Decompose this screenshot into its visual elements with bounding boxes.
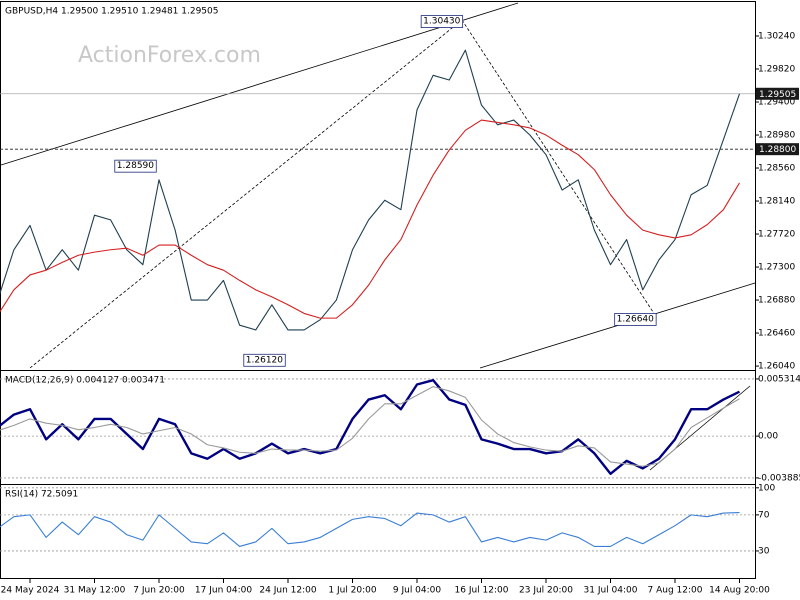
y-tick-label: 70 (758, 510, 770, 520)
series-line (0, 512, 740, 547)
level-label-box (756, 143, 799, 156)
y-tick-label: 1.30240 (758, 32, 795, 42)
y-tick-label: 1.29400 (758, 98, 795, 108)
y-tick-label: 1.26040 (758, 362, 795, 372)
y-tick-label: 1.27720 (758, 230, 795, 240)
watermark: ActionForex.com (78, 43, 261, 68)
y-tick-label: 0.00 (758, 432, 778, 442)
annotation-label: 1.28590 (117, 161, 154, 171)
panel-title: MACD(12,26,9) 0.004127 0.003471 (5, 376, 165, 386)
y-tick-label: 30 (758, 546, 770, 556)
x-tick-label: 7 Jun 20:00 (133, 586, 185, 596)
panel-title: GBPUSD,H4 1.29500 1.29510 1.29481 1.2950… (5, 7, 218, 17)
dashed-trend (461, 19, 656, 316)
level-label: 1.29505 (759, 90, 796, 100)
series-line (0, 49, 741, 331)
level-label: 1.28800 (759, 145, 796, 155)
panel-title: RSI(14) 72.5091 (5, 490, 78, 500)
panel-frame (0, 484, 756, 579)
series-line (0, 119, 740, 319)
level-label-box (756, 87, 799, 100)
y-tick-label: -0.003885 (758, 473, 800, 483)
x-tick-label: 24 Jun 12:00 (259, 586, 316, 596)
x-tick-label: 7 Aug 12:00 (648, 586, 703, 596)
x-tick-label: 31 May 12:00 (64, 586, 126, 596)
annotation-box (614, 313, 657, 326)
series-line (0, 378, 741, 475)
y-tick-label: 1.28560 (758, 164, 795, 174)
x-tick-label: 9 Jul 04:00 (393, 586, 442, 596)
y-tick-label: 1.28980 (758, 131, 795, 141)
x-tick-label: 17 Jun 04:00 (195, 586, 252, 596)
annotation-box (114, 159, 157, 173)
series-line (0, 386, 740, 467)
annotation-label: 1.26640 (617, 314, 654, 324)
dashed-trend (29, 19, 463, 369)
y-tick-label: 100 (758, 483, 775, 493)
y-tick-label: 1.26880 (758, 296, 795, 306)
annotation-label: 1.26120 (246, 355, 283, 365)
y-tick-label: 1.26460 (758, 329, 795, 339)
x-tick-label: 16 Jul 12:00 (455, 586, 509, 596)
x-tick-label: 14 Aug 20:00 (709, 586, 770, 596)
y-tick-label: 0.005314 (758, 374, 800, 384)
x-tick-label: 31 Jul 04:00 (584, 586, 638, 596)
annotation-label: 1.30430 (423, 17, 460, 27)
x-tick-label: 23 Jul 20:00 (519, 586, 573, 596)
y-tick-label: 1.29820 (758, 65, 795, 75)
annotation-box (243, 353, 286, 367)
annotation-box (420, 15, 464, 28)
trend-lines (0, 2, 756, 471)
channel-upper (0, 2, 519, 166)
y-tick-label: 1.27300 (758, 263, 795, 273)
x-tick-label: 1 Jul 20:00 (328, 586, 377, 596)
y-tick-label: 1.28140 (758, 197, 795, 207)
x-tick-label: 24 May 2024 (1, 586, 60, 596)
